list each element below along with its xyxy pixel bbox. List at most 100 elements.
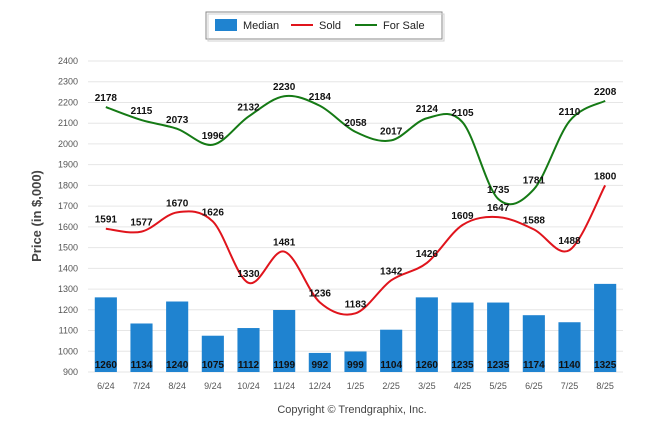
sold-line	[105, 184, 607, 316]
for-sale-data-label: 2132	[237, 103, 260, 114]
median-data-label: 1235	[451, 360, 474, 371]
y-tick-label: 1900	[58, 160, 78, 170]
median-bar	[201, 335, 224, 372]
for-sale-data-label: 2058	[344, 118, 367, 129]
sold-data-label: 1626	[202, 207, 225, 218]
for-sale-data-label: 2073	[166, 115, 189, 126]
for-sale-data-label: 2110	[559, 107, 581, 118]
median-bar	[166, 301, 189, 372]
median-bar	[594, 283, 617, 372]
y-tick-label: 1100	[59, 326, 78, 336]
median-bar	[130, 323, 153, 372]
x-tick-label: 6/24	[97, 381, 115, 391]
for-sale-data-label: 1735	[487, 185, 510, 196]
sold-data-label: 1609	[451, 211, 474, 222]
median-bar	[558, 322, 581, 372]
for-sale-data-label: 2105	[451, 108, 474, 119]
median-data-label: 1112	[238, 360, 260, 371]
median-bar	[522, 315, 545, 372]
legend-median-label: Median	[243, 20, 279, 32]
x-tick-label: 4/25	[454, 381, 472, 391]
y-tick-label: 900	[63, 367, 78, 377]
legend-median-swatch	[215, 19, 237, 31]
for-sale-data-label: 2230	[273, 82, 296, 93]
sold-data-label: 1236	[309, 288, 332, 299]
y-tick-label: 2200	[58, 97, 78, 107]
sold-data-label: 1577	[130, 218, 153, 229]
sold-data-label: 1588	[523, 215, 546, 226]
x-tick-label: 10/24	[237, 381, 260, 391]
median-bar	[344, 351, 367, 372]
y-axis-label: Price (in $,000)	[29, 170, 44, 262]
for-sale-line	[105, 94, 606, 206]
median-data-label: 1260	[95, 360, 118, 371]
median-data-label: 1140	[559, 360, 581, 371]
legend: Median Sold For Sale	[205, 11, 445, 42]
grid-layer	[88, 60, 623, 373]
y-tick-label: 1400	[58, 263, 78, 273]
sold-data-label: 1183	[345, 299, 367, 310]
median-bar	[94, 297, 117, 372]
for-sale-data-label: 2178	[95, 93, 118, 104]
x-tick-label: 11/24	[273, 381, 295, 391]
y-tick-label: 2000	[58, 139, 78, 149]
x-tick-label: 12/24	[309, 381, 332, 391]
median-bar	[237, 328, 260, 372]
median-data-label: 1325	[594, 360, 617, 371]
x-axis-ticks: 6/24 7/24 8/24 9/24 10/24 11/24 12/24 1/25 2/25 3…	[97, 381, 614, 391]
y-axis-ticks: 900 1000 1100 1200 1300 1400 1500 1600 1700 1800 1…	[58, 56, 78, 377]
median-bar	[415, 297, 438, 372]
median-bar	[451, 302, 474, 372]
y-tick-label: 2400	[58, 56, 78, 66]
x-tick-label: 7/25	[561, 381, 579, 391]
for-sale-data-label: 2208	[594, 87, 617, 98]
sold-data-label: 1488	[558, 236, 581, 247]
median-data-label: 1174	[523, 360, 545, 371]
x-tick-label: 2/25	[382, 381, 400, 391]
median-data-label: 992	[311, 360, 328, 371]
median-data-label: 1240	[166, 360, 189, 371]
y-tick-label: 1800	[58, 180, 78, 190]
for-sale-data-label: 2115	[131, 106, 153, 117]
y-tick-label: 1700	[58, 201, 78, 211]
legend-shadow	[207, 13, 445, 42]
sold-data-label: 1647	[487, 203, 510, 214]
median-data-label: 1235	[487, 360, 510, 371]
sold-data-label: 1591	[95, 215, 118, 226]
x-tick-label: 8/25	[596, 381, 614, 391]
x-tick-label: 6/25	[525, 381, 543, 391]
median-bar	[487, 302, 510, 372]
y-tick-label: 2100	[58, 118, 78, 128]
sold-data-label: 1342	[380, 266, 403, 277]
x-tick-label: 1/25	[347, 381, 365, 391]
median-data-label: 1199	[273, 360, 295, 371]
for-sale-data-label: 2184	[309, 92, 332, 103]
for-sale-data-label: 2124	[416, 104, 439, 115]
median-data-label: 1075	[202, 360, 225, 371]
for-sale-data-label: 1781	[523, 175, 546, 186]
legend-box	[205, 11, 443, 40]
median-data-label: 1134	[131, 360, 153, 371]
x-tick-label: 8/24	[168, 381, 186, 391]
median-data-label: 1260	[416, 360, 439, 371]
legend-sold-label: Sold	[319, 20, 341, 32]
sold-data-label: 1481	[273, 238, 296, 249]
median-bar	[308, 352, 331, 372]
sold-data-label: 1330	[237, 269, 260, 280]
for-sale-data-label: 2017	[380, 126, 403, 137]
sold-data-label: 1426	[416, 249, 439, 260]
median-data-label: 999	[347, 360, 364, 371]
sold-data-label: 1670	[166, 198, 189, 209]
median-data-label: 1104	[380, 360, 402, 371]
y-tick-label: 1600	[58, 222, 78, 232]
y-tick-label: 2300	[58, 77, 78, 87]
y-tick-label: 1000	[58, 346, 78, 356]
x-tick-label: 3/25	[418, 381, 436, 391]
sold-data-label: 1800	[594, 171, 617, 182]
y-tick-label: 1500	[58, 243, 78, 253]
median-bar	[380, 329, 403, 372]
y-tick-label: 1300	[58, 284, 78, 294]
copyright-footer: Copyright © Trendgraphix, Inc.	[277, 404, 426, 416]
